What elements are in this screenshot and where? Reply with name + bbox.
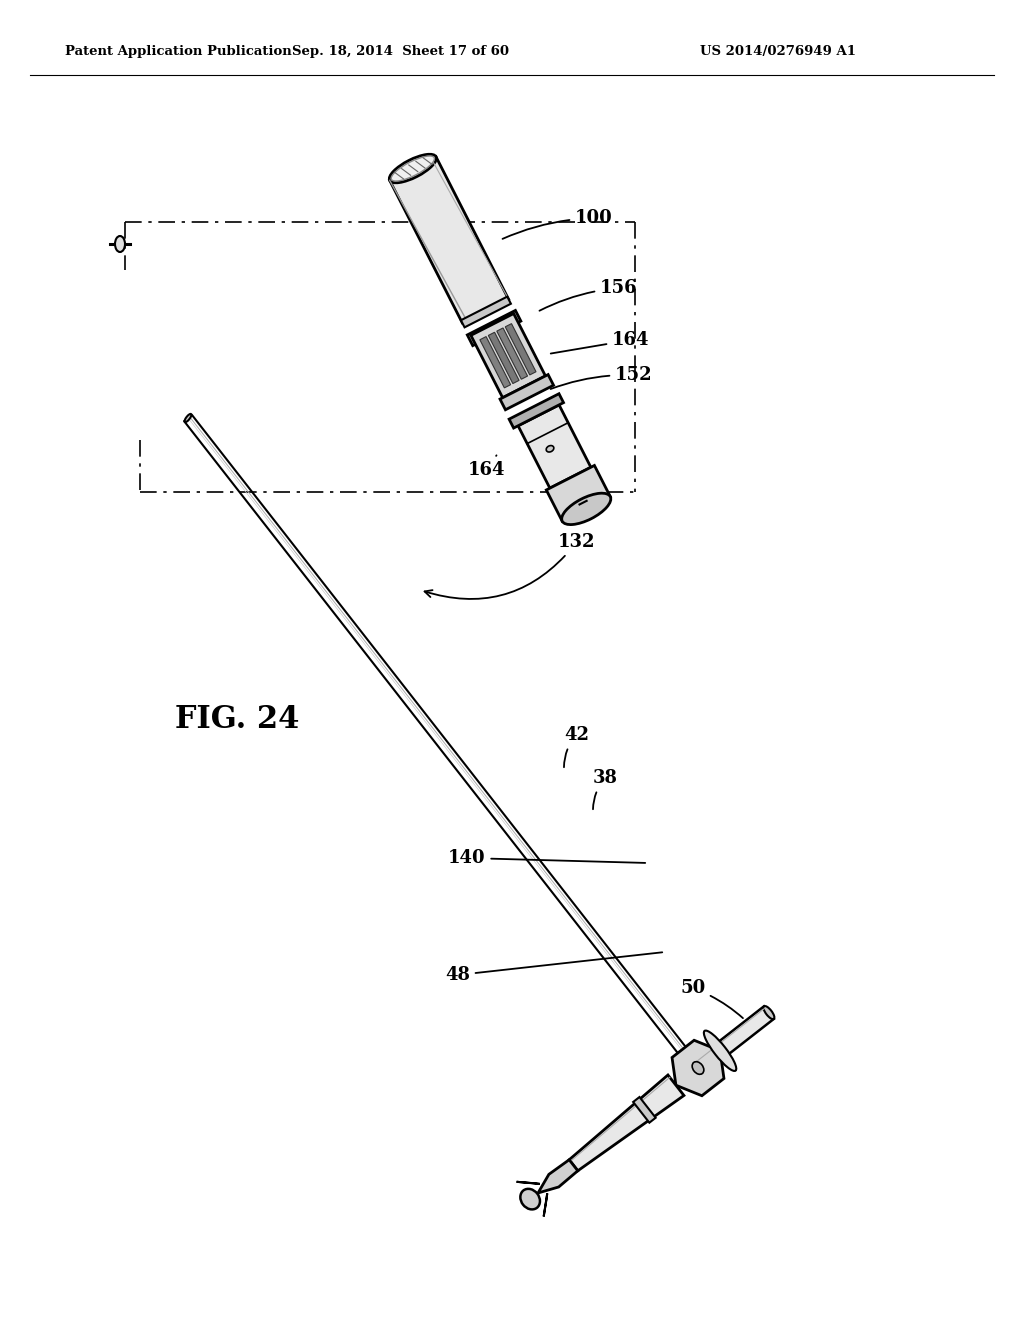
Ellipse shape (692, 1061, 703, 1074)
Polygon shape (672, 1040, 724, 1096)
Bar (497, 327, 527, 379)
Text: 156: 156 (540, 279, 638, 310)
Text: 140: 140 (449, 849, 645, 867)
Bar (488, 333, 519, 384)
Bar (509, 393, 563, 428)
Text: FIG. 24: FIG. 24 (175, 705, 299, 735)
Ellipse shape (703, 1031, 736, 1071)
Bar (471, 314, 546, 397)
Bar (467, 310, 521, 346)
Polygon shape (538, 1160, 578, 1193)
Ellipse shape (184, 414, 191, 422)
Ellipse shape (389, 154, 436, 182)
Bar (633, 1097, 655, 1123)
Text: 42: 42 (564, 726, 589, 767)
Text: US 2014/0276949 A1: US 2014/0276949 A1 (700, 45, 856, 58)
Bar (693, 1006, 774, 1074)
Text: 38: 38 (593, 770, 618, 809)
Ellipse shape (562, 494, 611, 524)
Bar (390, 157, 509, 323)
Ellipse shape (764, 1006, 774, 1019)
Bar (546, 466, 610, 521)
Polygon shape (569, 1074, 684, 1171)
Text: 100: 100 (503, 209, 612, 239)
Ellipse shape (520, 1189, 540, 1209)
Text: 152: 152 (551, 366, 652, 389)
Ellipse shape (115, 236, 125, 252)
Bar (480, 337, 511, 388)
Bar (461, 297, 511, 327)
Text: 48: 48 (445, 952, 663, 983)
Text: 132: 132 (425, 533, 596, 599)
Text: 50: 50 (680, 979, 743, 1018)
Bar (505, 323, 536, 375)
Polygon shape (544, 1193, 547, 1217)
Ellipse shape (391, 156, 434, 181)
Polygon shape (516, 1181, 540, 1184)
Bar (500, 375, 554, 409)
Text: 164: 164 (551, 331, 649, 354)
Ellipse shape (546, 446, 554, 451)
Text: Patent Application Publication: Patent Application Publication (65, 45, 292, 58)
Text: 164: 164 (468, 455, 506, 479)
Text: Sep. 18, 2014  Sheet 17 of 60: Sep. 18, 2014 Sheet 17 of 60 (292, 45, 509, 58)
Bar (518, 405, 591, 488)
